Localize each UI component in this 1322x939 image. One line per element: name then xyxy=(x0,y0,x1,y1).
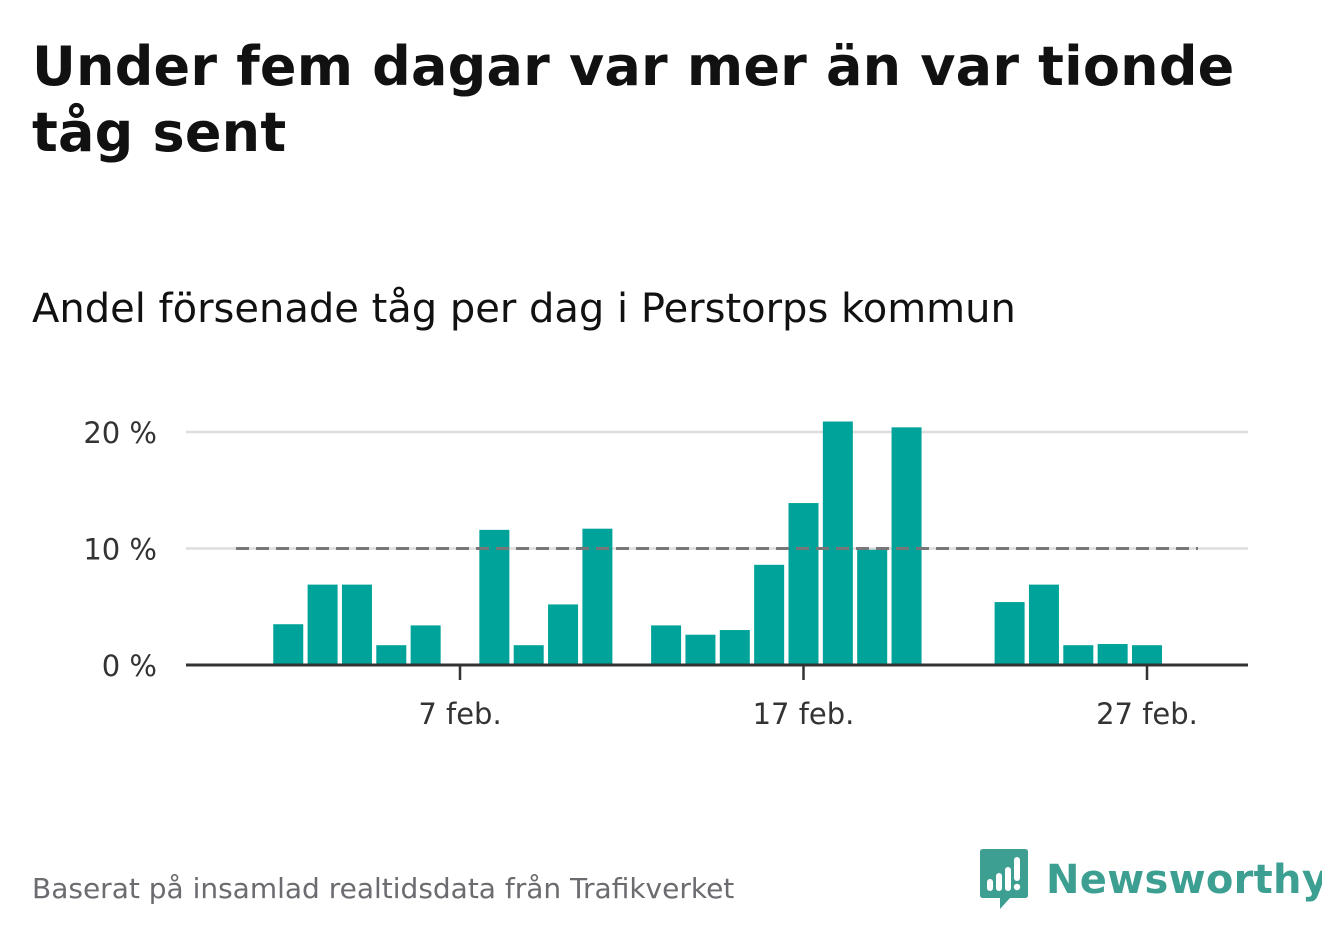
bar xyxy=(857,549,888,665)
brand-logo[interactable]: Newsworthy xyxy=(980,848,1322,912)
bar-series xyxy=(273,421,1162,665)
bar xyxy=(307,584,338,665)
bar xyxy=(685,634,716,665)
bar xyxy=(754,564,785,665)
bar xyxy=(719,630,750,665)
bar-chart-speech-bubble-icon xyxy=(980,849,1028,909)
bar xyxy=(1028,584,1059,665)
bar xyxy=(548,604,579,665)
y-tick-label: 10 % xyxy=(83,533,157,567)
bar xyxy=(341,584,372,665)
chart-subtitle: Andel försenade tåg per dag i Perstorps … xyxy=(32,286,1016,332)
bar xyxy=(410,625,441,665)
x-tick-label: 17 feb. xyxy=(753,697,855,731)
bar xyxy=(788,503,819,665)
source-note: Baserat på insamlad realtidsdata från Tr… xyxy=(32,872,735,905)
y-tick-label: 0 % xyxy=(102,649,157,683)
bar xyxy=(1132,645,1162,665)
x-axis: 7 feb. 17 feb. 27 feb. xyxy=(186,663,1248,731)
gridlines xyxy=(186,430,1248,550)
bar xyxy=(479,529,510,665)
bar xyxy=(994,602,1025,665)
brand-name: Newsworthy xyxy=(1046,857,1322,903)
bar xyxy=(513,645,544,665)
bar xyxy=(273,624,304,665)
x-tick-label: 7 feb. xyxy=(418,697,501,731)
y-tick-label: 20 % xyxy=(83,416,157,450)
x-tick-label: 27 feb. xyxy=(1096,697,1198,731)
bar xyxy=(891,427,922,665)
chart-title: Under fem dagar var mer än var tionde tå… xyxy=(32,35,1235,164)
bar xyxy=(1063,645,1094,665)
bar xyxy=(582,528,613,665)
bar xyxy=(1097,644,1128,665)
bar xyxy=(376,645,407,665)
bar xyxy=(822,421,853,665)
bar xyxy=(651,625,682,665)
y-axis-labels: 0 % 10 % 20 % xyxy=(83,416,157,683)
